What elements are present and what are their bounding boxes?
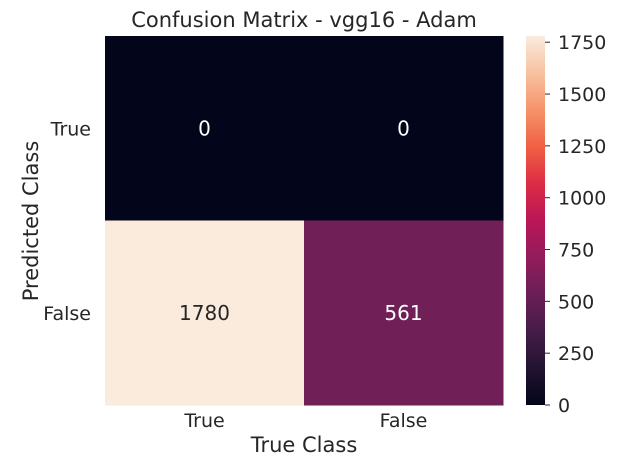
heatmap-cells bbox=[105, 36, 504, 406]
heatmap-cell-0-1 bbox=[304, 36, 504, 221]
colorbar-tick-label-6: 1500 bbox=[558, 84, 606, 106]
heatmap-cell-1-1 bbox=[304, 220, 504, 406]
colorbar-tick-label-5: 1250 bbox=[558, 136, 606, 158]
heatmap-cell-0-0 bbox=[105, 36, 305, 221]
colorbar-tick-label-4: 1000 bbox=[558, 188, 606, 210]
colorbar-tick-label-3: 750 bbox=[558, 240, 594, 262]
cell-value-1-0: 1780 bbox=[179, 301, 230, 325]
x-axis-label: True Class bbox=[250, 433, 358, 457]
colorbar-tick-label-2: 500 bbox=[558, 291, 594, 313]
y-tick-label-1: False bbox=[43, 303, 91, 325]
y-axis-label: Predicted Class bbox=[19, 141, 43, 302]
x-axis-ticks: True False bbox=[183, 410, 427, 432]
chart-title: Confusion Matrix - vgg16 - Adam bbox=[131, 8, 477, 32]
colorbar bbox=[526, 36, 545, 405]
colorbar-tick-label-1: 250 bbox=[558, 343, 594, 365]
cell-value-0-1: 0 bbox=[397, 116, 410, 140]
cell-value-1-1: 561 bbox=[384, 301, 422, 325]
x-tick-label-1: False bbox=[380, 410, 428, 432]
heatmap-cell-labels: 0 0 1780 561 bbox=[179, 116, 423, 325]
colorbar-ticks: 0 250 500 750 1000 1250 1500 1750 bbox=[545, 32, 606, 417]
y-axis-ticks: True False bbox=[43, 118, 91, 325]
colorbar-tick-label-7: 1750 bbox=[558, 32, 606, 54]
x-tick-label-0: True bbox=[183, 410, 224, 432]
cell-value-0-0: 0 bbox=[198, 116, 211, 140]
colorbar-tick-label-0: 0 bbox=[558, 395, 570, 417]
heatmap-cell-1-0 bbox=[105, 220, 305, 406]
y-tick-label-0: True bbox=[50, 118, 91, 140]
